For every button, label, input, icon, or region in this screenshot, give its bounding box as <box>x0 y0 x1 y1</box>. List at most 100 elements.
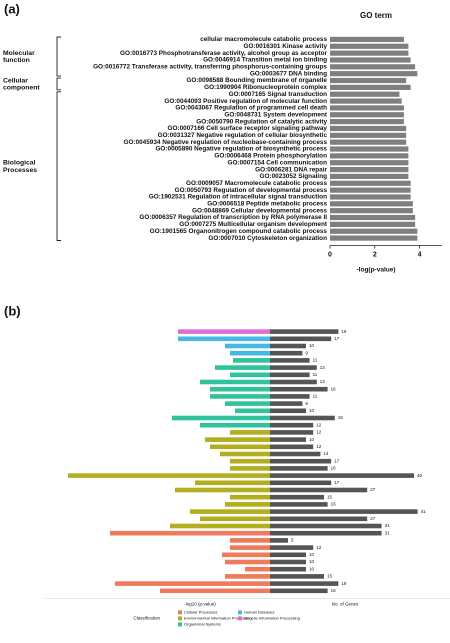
value-label: 18 <box>338 415 344 420</box>
x-axis-label-left: -log10 (p-value) <box>184 602 216 607</box>
bar <box>330 112 404 118</box>
value-label: 10 <box>309 437 315 442</box>
bar-left <box>200 379 270 385</box>
value-label: 9 <box>305 401 308 406</box>
bar-left <box>210 386 270 392</box>
category-label: GO:0098588 Bounding membrane of organell… <box>186 77 327 84</box>
bar-left <box>230 466 270 471</box>
bar-left <box>230 372 270 378</box>
bar-left <box>210 444 270 450</box>
legend-title: Classification <box>133 616 160 621</box>
value-label: 14 <box>323 451 329 456</box>
value-label: 10 <box>309 552 315 557</box>
category-label: GO:0050793 Regulation of developmental p… <box>175 187 328 194</box>
bar <box>330 105 404 111</box>
value-label: 15 <box>327 494 333 499</box>
bar <box>330 91 400 97</box>
bar-right <box>270 566 306 572</box>
bar-right <box>270 401 303 406</box>
value-label: 12 <box>316 422 322 427</box>
bar-left <box>230 458 270 464</box>
bar-left <box>230 494 270 500</box>
bar-left <box>178 336 270 342</box>
bar-right <box>270 386 328 392</box>
bar-left <box>245 566 270 572</box>
bar-right <box>270 552 306 558</box>
bar <box>330 228 418 234</box>
category-label: GO:1901565 Organonitrogen compound catab… <box>150 228 328 235</box>
category-label: GO:0044093 Positive regulation of molecu… <box>164 98 327 105</box>
value-label: 27 <box>370 487 376 492</box>
x-axis-label: -log(p-value) <box>357 267 396 274</box>
value-label: 41 <box>421 509 427 514</box>
bar-right <box>270 437 306 442</box>
value-label: 16 <box>331 502 337 507</box>
bar <box>330 194 411 200</box>
bar-right <box>270 502 328 507</box>
value-label: 10 <box>309 408 315 413</box>
value-label: 16 <box>331 466 337 471</box>
bar <box>330 221 416 227</box>
bar-left <box>190 509 270 514</box>
bar-right <box>270 394 310 399</box>
value-label: 16 <box>331 588 337 593</box>
value-label: 12 <box>316 430 322 435</box>
value-label: 12 <box>316 444 322 449</box>
category-label: GO:0016772 Transferase activity, transfe… <box>93 64 327 71</box>
category-label: GO:0005890 Negative regulation of biosyn… <box>155 146 327 153</box>
bar <box>330 187 411 193</box>
value-label: 9 <box>305 350 308 355</box>
bar-right <box>270 559 306 565</box>
bar-right <box>270 372 310 378</box>
category-label: GO:0006281 DNA repair <box>255 166 327 173</box>
value-label: 10 <box>309 566 315 571</box>
bar-left <box>225 401 270 406</box>
value-label: 17 <box>334 480 340 485</box>
legend-swatch <box>178 616 182 621</box>
value-label: 13 <box>320 365 326 370</box>
bar-right <box>270 466 328 471</box>
value-label: 10 <box>309 559 315 564</box>
bar-right <box>270 358 310 363</box>
bar-right <box>270 574 324 579</box>
bar <box>330 180 411 186</box>
bar-right <box>270 480 332 486</box>
bar-right <box>270 365 317 370</box>
value-label: 31 <box>385 530 391 535</box>
bar-right <box>270 379 317 385</box>
value-label: 19 <box>341 581 347 586</box>
x-tick-label: 0 <box>328 251 332 258</box>
panel-label: (a) <box>4 1 20 16</box>
bar <box>330 235 418 241</box>
bar <box>330 153 409 159</box>
value-label: 11 <box>313 358 318 363</box>
category-label: GO:0006357 Regulation of transcription b… <box>139 214 327 221</box>
category-label: GO:0048869 Cellular developmental proces… <box>192 207 327 214</box>
bar <box>330 119 404 125</box>
category-label: GO:0031327 Negative regulation of cellul… <box>158 132 328 139</box>
legend-label: Organismal Systems <box>184 621 221 626</box>
category-label: GO:0023052 Signaling <box>260 173 328 180</box>
legend-swatch <box>238 616 242 621</box>
panel-label: (b) <box>4 303 21 318</box>
bar-left <box>230 538 270 543</box>
bar-right <box>270 516 368 522</box>
value-label: 10 <box>309 343 315 348</box>
value-label: 12 <box>316 545 322 550</box>
bar-right <box>270 458 332 464</box>
x-axis-label-right: No. of Genes <box>332 602 359 607</box>
category-label: GO:0050790 Regulation of catalytic activ… <box>196 118 327 125</box>
bar-left <box>230 545 270 550</box>
bar <box>330 36 404 43</box>
bar <box>330 57 411 63</box>
bar <box>330 160 409 166</box>
legend-swatch <box>178 610 182 615</box>
bar-right <box>270 408 306 414</box>
bar <box>330 214 416 221</box>
bar-left <box>220 451 270 457</box>
category-label: GO:0043067 Regulation of programmed cell… <box>175 105 327 112</box>
category-label: GO:0007154 Cell communication <box>228 159 328 166</box>
legend-label: Environmental Information Processing <box>184 615 252 620</box>
bar-left <box>225 343 270 349</box>
